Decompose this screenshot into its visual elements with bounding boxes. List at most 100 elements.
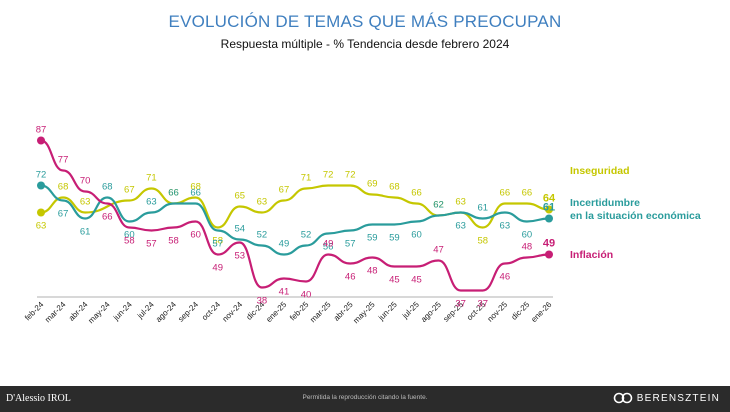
data-label: 57 — [212, 239, 223, 250]
footer-right-brand-text: BERENSZTEIN — [636, 392, 720, 404]
series-line — [40, 184, 550, 256]
legend-label: Inflación — [570, 249, 613, 261]
data-label: 40 — [301, 290, 312, 301]
data-label: 66 — [190, 188, 201, 199]
data-label: 66 — [500, 188, 511, 199]
data-label: 37 — [477, 299, 488, 310]
series-start-marker — [37, 181, 45, 190]
data-label: 58 — [477, 236, 488, 247]
data-label: 63 — [146, 197, 157, 208]
data-label: 63 — [257, 197, 268, 208]
footer-note: Permitida la reproducción citando la fue… — [302, 394, 428, 401]
data-label: 61 — [477, 203, 488, 214]
data-label: 48 — [367, 266, 378, 277]
footer-right-brand: BERENSZTEIN — [613, 392, 720, 404]
data-label: 68 — [102, 182, 113, 193]
data-label: 67 — [58, 209, 69, 220]
data-label: 58 — [168, 236, 179, 247]
data-label: 52 — [257, 230, 268, 241]
x-tick-label: ene-25 — [264, 300, 288, 324]
data-label: 38 — [257, 296, 268, 307]
series-end-marker — [545, 205, 553, 214]
data-label: 63 — [80, 197, 91, 208]
x-tick-label: jun-24 — [111, 300, 134, 323]
x-tick-label: feb-25 — [288, 300, 311, 323]
data-label: 63 — [455, 197, 466, 208]
data-label: 60 — [411, 230, 422, 241]
data-label: 37 — [455, 299, 466, 310]
data-label: 67 — [279, 185, 290, 196]
data-label: 46 — [500, 272, 511, 283]
data-label: 71 — [146, 173, 157, 184]
data-label: 69 — [367, 179, 378, 190]
data-label: 68 — [389, 182, 400, 193]
data-label: 68 — [190, 182, 201, 193]
data-label: 58 — [212, 236, 223, 247]
data-label: 45 — [411, 275, 422, 286]
data-label: 72 — [36, 170, 47, 181]
series-end-marker — [545, 214, 553, 223]
data-label: 65 — [234, 191, 245, 202]
data-label: 49 — [279, 239, 290, 250]
x-tick-label: may-24 — [86, 300, 112, 326]
x-tick-label: jun-25 — [376, 300, 399, 323]
series-end-marker — [545, 250, 553, 259]
chart-subtitle: Respuesta múltiple - % Tendencia desde f… — [220, 37, 510, 51]
data-label: 77 — [58, 155, 69, 166]
data-label: 58 — [124, 236, 135, 247]
legend-label: Incertidumbre — [570, 197, 640, 209]
footer-bar: D'Alessio IROL Permitida la reproducción… — [0, 386, 730, 412]
x-tick-label: nov-25 — [486, 300, 510, 324]
data-label: 62 — [433, 200, 444, 211]
legend-label: en la situación económica — [570, 210, 701, 222]
data-label: 49 — [212, 263, 223, 274]
data-label: 61 — [543, 202, 555, 214]
data-label: 59 — [367, 233, 378, 244]
x-tick-label: oct-24 — [200, 300, 222, 322]
data-label: 45 — [389, 275, 400, 286]
data-label: 52 — [301, 230, 312, 241]
data-label: 66 — [168, 188, 179, 199]
data-label: 63 — [36, 221, 47, 232]
data-label: 60 — [124, 230, 135, 241]
data-label: 66 — [168, 188, 179, 199]
data-label: 47 — [433, 245, 444, 256]
data-label: 70 — [80, 176, 91, 187]
data-label: 68 — [58, 182, 69, 193]
data-label: 62 — [433, 200, 444, 211]
data-label: 66 — [411, 188, 422, 199]
data-label: 53 — [234, 251, 245, 262]
x-tick-label: may-25 — [351, 300, 377, 326]
data-label: 60 — [522, 230, 533, 241]
data-label: 66 — [102, 212, 113, 223]
x-tick-label: dic-25 — [510, 300, 532, 322]
x-tick-label: sep-24 — [176, 300, 200, 324]
data-label: 54 — [234, 224, 245, 235]
x-tick-label: mar-25 — [308, 300, 333, 325]
data-label: 60 — [190, 230, 201, 241]
data-label: 72 — [323, 170, 334, 181]
x-tick-label: nov-24 — [221, 300, 245, 324]
x-tick-label: mar-24 — [43, 300, 68, 325]
data-label: 64 — [543, 193, 556, 205]
footer-left-brand: D'Alessio IROL — [6, 393, 71, 404]
legend-label: Inseguridad — [570, 165, 630, 177]
data-label: 71 — [301, 173, 312, 184]
data-label: 61 — [80, 227, 91, 238]
x-tick-label: feb-24 — [23, 300, 46, 323]
data-label: 56 — [323, 242, 334, 253]
data-label: 72 — [345, 170, 356, 181]
data-label: 41 — [279, 287, 290, 298]
data-label: 46 — [345, 272, 356, 283]
data-label: 66 — [522, 188, 533, 199]
chart-title: EVOLUCIÓN DE TEMAS QUE MÁS PREOCUPAN — [168, 12, 562, 31]
series-start-marker — [37, 136, 45, 145]
data-label: 63 — [455, 221, 466, 232]
berensztein-logo-icon — [613, 392, 633, 404]
data-label: 57 — [146, 239, 157, 250]
data-label: 59 — [389, 233, 400, 244]
data-label: 48 — [522, 242, 533, 253]
data-label: 49 — [323, 239, 334, 250]
series-line — [40, 184, 550, 229]
